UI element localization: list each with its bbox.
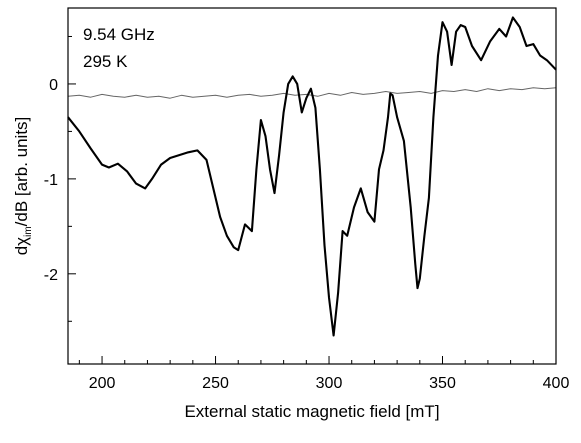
annotation-temperature: 295 K (83, 52, 128, 71)
tick-layer: 200 250 300 350 400 0 -1 -2 (44, 35, 570, 392)
x-tick-label: 350 (429, 375, 456, 392)
x-axis-label: External static magnetic field [mT] (184, 402, 439, 421)
annotation-frequency: 9.54 GHz (83, 25, 155, 44)
y-axis-label-main: dχ (12, 237, 31, 255)
y-tick-label: -1 (44, 172, 58, 189)
series-layer (67, 16, 557, 337)
x-tick-label: 400 (543, 375, 570, 392)
y-axis-label-rest: /dB [arb. units] (12, 117, 31, 227)
plot-frame (67, 7, 557, 365)
y-tick-label: -2 (44, 267, 58, 284)
y-tick-label: 0 (49, 77, 58, 94)
x-tick-label: 250 (202, 375, 229, 392)
x-tick-label: 300 (316, 375, 343, 392)
x-tick-label: 200 (89, 375, 116, 392)
series-line-signal (67, 16, 557, 337)
y-axis-label: dχim/dB [arb. units] (12, 117, 34, 256)
plot-area (68, 8, 556, 364)
y-axis-label-sub: im (23, 226, 34, 237)
